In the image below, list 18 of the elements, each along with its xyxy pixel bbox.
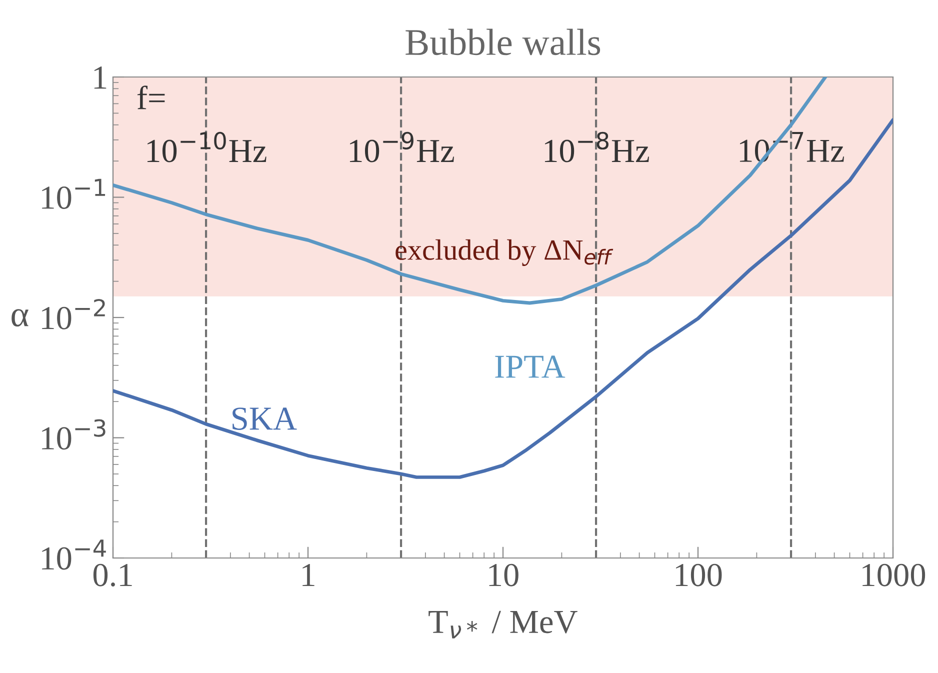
chart-title: Bubble walls — [406, 28, 600, 56]
x-tick-label: 10 — [489, 564, 518, 586]
series-label: SKA — [232, 408, 297, 430]
annotation: f= — [137, 86, 165, 110]
y-tick-label: 10$^{−3}$ — [42, 419, 106, 450]
ref-line-label: 10$^{−10}$Hz — [147, 132, 266, 162]
y-tick-label: 1 — [94, 66, 106, 89]
y-tick-label: 10$^{−2}$ — [42, 298, 105, 330]
ref-line-label: 10$^{−8}$Hz — [544, 132, 649, 162]
y-axis-title: α — [12, 309, 28, 327]
y-tick-label: 10$^{−1}$ — [42, 178, 106, 209]
ref-line-label: 10$^{−9}$Hz — [350, 132, 454, 162]
x-tick-label: 100 — [676, 564, 722, 586]
band-label: excluded by ΔN$_{eff}$ — [396, 239, 614, 266]
x-axis-title: T$_{ν*}$ / MeV — [428, 610, 578, 638]
x-tick-label: 1 — [302, 564, 314, 586]
series-label: IPTA — [495, 356, 566, 378]
x-tick-label: 1000 — [862, 564, 926, 586]
